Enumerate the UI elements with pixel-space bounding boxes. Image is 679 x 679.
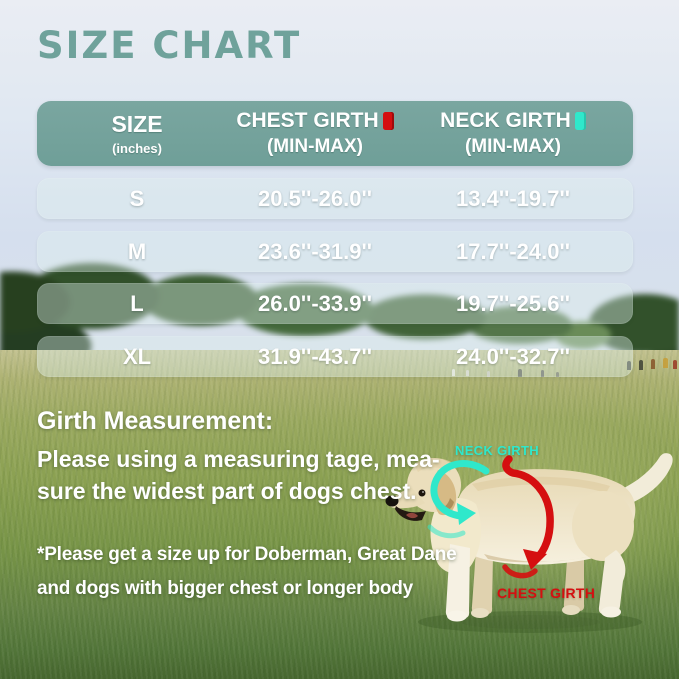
dog-snout (389, 488, 425, 509)
dog-paw (601, 606, 621, 618)
size-cell: M (127, 238, 147, 264)
size-cell: L (130, 290, 144, 316)
neck-header-label: NECK GIRTH (440, 109, 571, 132)
dog-paw (447, 610, 467, 622)
page-title: SIZE CHART (37, 24, 302, 67)
dog-far-front-leg (471, 550, 493, 614)
table-row: S 20.5''-26.0'' 13.4''-19.7'' (37, 178, 633, 219)
table-row: M 23.6''-31.9'' 17.7''-24.0'' (37, 231, 633, 272)
size-header-unit: (inches) (112, 141, 162, 156)
header-col-chest-girth: CHEST GIRTH (MIN-MAX) (236, 109, 394, 158)
neck-girth-cell: 17.7''-24.0'' (456, 238, 570, 264)
dog-tongue (406, 512, 418, 519)
header-col-neck-girth: NECK GIRTH (MIN-MAX) (393, 109, 633, 158)
girth-measurement-block: Girth Measurement: Please using a measur… (37, 407, 440, 507)
neck-girth-label: NECK GIRTH (455, 443, 539, 458)
chest-girth-cell: 26.0''-33.9'' (258, 290, 372, 316)
sizing-note-block: *Please get a size up for Doberman, Grea… (37, 538, 457, 606)
neck-girth-cell: 13.4''-19.7'' (456, 185, 570, 211)
chest-color-marker-icon (382, 112, 394, 130)
neck-girth-cell: 24.0''-32.7'' (456, 343, 570, 369)
neck-header-range: (MIN-MAX) (464, 136, 562, 157)
girth-measurement-heading: Girth Measurement: (37, 407, 274, 435)
chest-girth-cell: 20.5''-26.0'' (258, 185, 372, 211)
chest-header-label: CHEST GIRTH (236, 109, 379, 132)
dog-eye (418, 489, 426, 497)
dog-near-hind-leg (598, 550, 626, 614)
header-col-size: SIZE (inches) (37, 111, 237, 156)
chest-header-range: (MIN-MAX) (266, 136, 364, 157)
chest-girth-cell: 31.9''-43.7'' (258, 343, 372, 369)
size-header-label: SIZE (111, 111, 163, 137)
size-cell: S (129, 185, 145, 211)
dog-paw (562, 605, 580, 615)
dog-near-front-leg (445, 544, 470, 618)
neck-color-marker-icon (574, 112, 586, 130)
table-row: XL 31.9''-43.7'' 24.0''-32.7'' (37, 336, 633, 377)
measurement-instruction-line: Please using a measuring tage, mea- (37, 446, 440, 472)
dog-paw (471, 608, 489, 618)
dog-hind-thigh (572, 491, 634, 561)
size-cell: XL (122, 343, 152, 369)
measurement-instruction-line: sure the widest part of dogs chest. (37, 478, 417, 504)
sizing-note-line: *Please get a size up for Doberman, Grea… (37, 544, 457, 565)
sizing-note-line: and dogs with bigger chest or longer bod… (37, 578, 414, 599)
table-row: L 26.0''-33.9'' 19.7''-25.6'' (37, 283, 633, 324)
size-table-header: SIZE (inches) CHEST GIRTH (MIN-MAX) NECK… (37, 101, 633, 166)
dog-nose (385, 495, 399, 507)
chest-girth-label: CHEST GIRTH (497, 585, 596, 601)
chest-girth-cell: 23.6''-31.9'' (258, 238, 372, 264)
neck-girth-cell: 19.7''-25.6'' (456, 290, 570, 316)
